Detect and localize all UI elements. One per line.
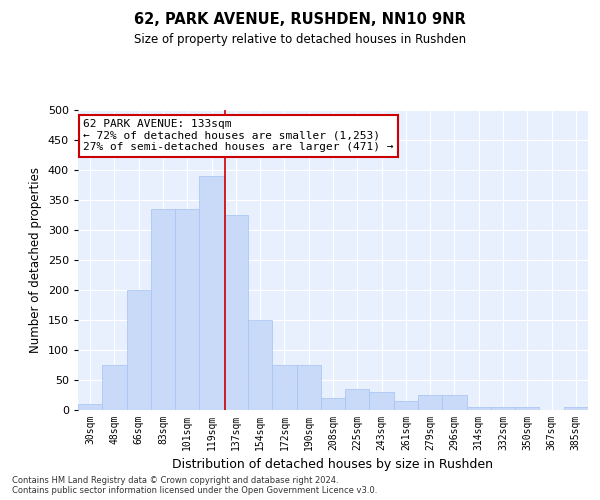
Bar (321, 398, 345, 410)
Bar (370, 392, 394, 410)
Bar (78, 404, 102, 410)
Bar (394, 401, 418, 410)
X-axis label: Distribution of detached houses by size in Rushden: Distribution of detached houses by size … (173, 458, 493, 471)
Y-axis label: Number of detached properties: Number of detached properties (29, 167, 42, 353)
Bar (175, 209, 199, 410)
Bar (151, 209, 175, 410)
Bar (515, 407, 539, 410)
Bar (442, 395, 467, 410)
Bar (418, 395, 442, 410)
Bar (564, 407, 588, 410)
Bar (467, 407, 491, 410)
Bar (491, 407, 515, 410)
Bar (296, 365, 321, 410)
Bar (199, 176, 224, 410)
Text: Contains HM Land Registry data © Crown copyright and database right 2024.: Contains HM Land Registry data © Crown c… (12, 476, 338, 485)
Bar (127, 290, 151, 410)
Bar (102, 365, 127, 410)
Text: Size of property relative to detached houses in Rushden: Size of property relative to detached ho… (134, 32, 466, 46)
Bar (224, 215, 248, 410)
Text: 62, PARK AVENUE, RUSHDEN, NN10 9NR: 62, PARK AVENUE, RUSHDEN, NN10 9NR (134, 12, 466, 28)
Bar (272, 365, 296, 410)
Bar (248, 320, 272, 410)
Text: Contains public sector information licensed under the Open Government Licence v3: Contains public sector information licen… (12, 486, 377, 495)
Text: 62 PARK AVENUE: 133sqm
← 72% of detached houses are smaller (1,253)
27% of semi-: 62 PARK AVENUE: 133sqm ← 72% of detached… (83, 119, 394, 152)
Bar (345, 389, 370, 410)
